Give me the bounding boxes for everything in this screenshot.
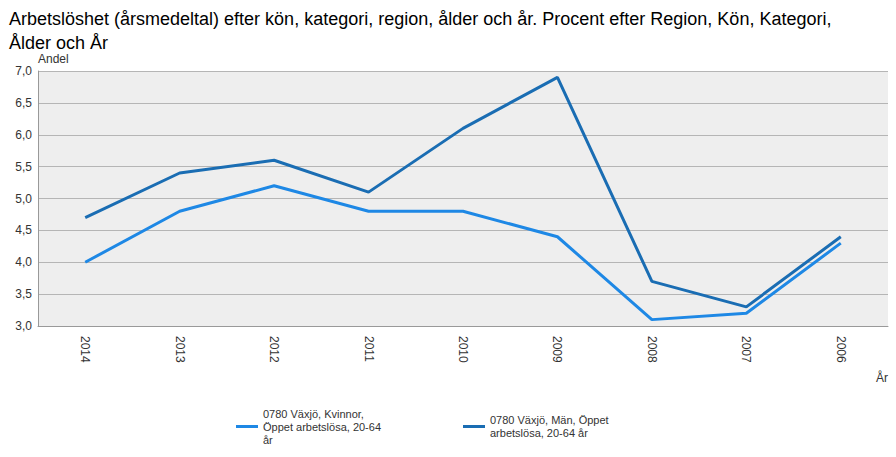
svg-text:6,5: 6,5 [15, 96, 32, 110]
svg-text:År: År [876, 370, 888, 385]
svg-text:4,5: 4,5 [15, 223, 32, 237]
svg-text:4,0: 4,0 [15, 255, 32, 269]
svg-text:2007: 2007 [739, 336, 753, 363]
svg-text:0780 Växjö, Kvinnor,: 0780 Växjö, Kvinnor, [263, 408, 367, 420]
svg-text:5,5: 5,5 [15, 160, 32, 174]
svg-text:3,0: 3,0 [15, 319, 32, 333]
svg-text:2009: 2009 [550, 336, 564, 363]
svg-text:2012: 2012 [267, 336, 281, 363]
svg-text:Ålder och År: Ålder och År [9, 33, 108, 53]
svg-text:6,0: 6,0 [15, 128, 32, 142]
svg-text:0780 Växjö, Män, Öppet: 0780 Växjö, Män, Öppet [490, 414, 612, 426]
svg-text:2006: 2006 [834, 336, 848, 363]
svg-text:arbetslösa, 20-64 år: arbetslösa, 20-64 år [490, 427, 588, 439]
svg-text:2008: 2008 [645, 336, 659, 363]
svg-text:2013: 2013 [173, 336, 187, 363]
svg-text:2011: 2011 [362, 336, 376, 362]
svg-text:Andel: Andel [38, 52, 69, 66]
svg-text:år: år [263, 434, 273, 446]
svg-text:Öppet arbetslösa, 20-64: Öppet arbetslösa, 20-64 [263, 421, 384, 433]
svg-text:3,5: 3,5 [15, 287, 32, 301]
svg-text:2010: 2010 [456, 336, 470, 363]
svg-text:Arbetslöshet (årsmedeltal) eft: Arbetslöshet (årsmedeltal) efter kön, ka… [9, 9, 836, 29]
svg-text:2014: 2014 [78, 336, 92, 363]
svg-text:5,0: 5,0 [15, 192, 32, 206]
svg-text:7,0: 7,0 [15, 64, 32, 78]
